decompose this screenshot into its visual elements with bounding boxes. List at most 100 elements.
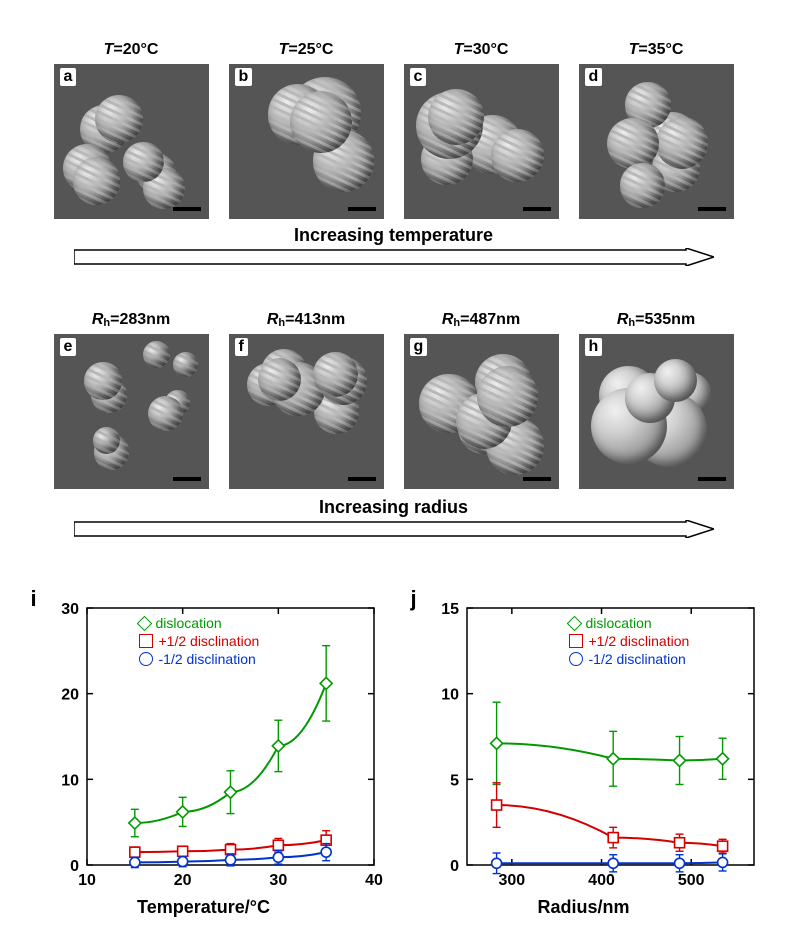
panel-parameter-label: T=20°C [104,40,159,60]
sem-panel: Rh=413nm f [229,310,384,489]
particle [290,91,352,153]
svg-text:0: 0 [450,858,459,875]
legend-item: +1/2 disclination [569,632,690,650]
legend-marker-icon [136,615,152,631]
particle [607,118,658,169]
panel-letter: h [585,338,603,356]
scale-bar [523,207,551,211]
particle [123,142,164,183]
figure-page: T=20°C a T=25°C b T=30°C c T=35°C d Increasing … [0,0,787,944]
legend-label: -1/2 disclination [159,650,256,668]
panel-parameter-label: Rh=535nm [617,310,695,330]
chart-legend: dislocation+1/2 disclination-1/2 disclin… [139,614,260,668]
scale-bar [173,477,201,481]
sem-image: f [229,334,384,489]
sem-panel: Rh=283nm e [54,310,209,489]
sem-row-temperature: T=20°C a T=25°C b T=30°C c T=35°C d [0,40,787,219]
sem-image: a [54,64,209,219]
panel-parameter-label: T=25°C [279,40,334,60]
legend-marker-icon [569,634,583,648]
sem-panel: T=25°C b [229,40,384,219]
sem-panel: Rh=535nm h [579,310,734,489]
particle [73,157,120,204]
arrow-label-radius: Increasing radius [319,497,468,518]
chart-defect-vs-temperature: i Defect density /μm⁻² Temperature/°C 10… [19,580,389,920]
legend-label: +1/2 disclination [589,632,690,650]
svg-text:20: 20 [61,687,79,704]
arrow-temperature [74,248,714,266]
chart-legend: dislocation+1/2 disclination-1/2 disclin… [569,614,690,668]
legend-label: dislocation [586,614,652,632]
sem-panel: T=35°C d [579,40,734,219]
panel-parameter-label: T=30°C [454,40,509,60]
legend-item: dislocation [569,614,690,632]
svg-text:40: 40 [365,872,383,889]
scale-bar [523,477,551,481]
legend-item: -1/2 disclination [569,650,690,668]
particle [84,362,122,400]
arrow-label-temperature: Increasing temperature [294,225,493,246]
scale-bar [698,477,726,481]
legend-item: +1/2 disclination [139,632,260,650]
particle [654,359,697,402]
legend-marker-icon [139,652,153,666]
svg-text:30: 30 [269,872,287,889]
sem-image: h [579,334,734,489]
panel-letter: b [235,68,253,86]
panel-letter: a [60,68,77,86]
particle [148,396,183,431]
chart-defect-vs-radius: j Defect density/μm⁻² Radius/nm 30040050… [399,580,769,920]
svg-text:0: 0 [70,858,79,875]
particle [656,117,708,169]
svg-text:300: 300 [498,872,525,889]
panel-parameter-label: Rh=487nm [442,310,520,330]
svg-text:30: 30 [61,601,79,618]
legend-marker-icon [566,615,582,631]
legend-label: -1/2 disclination [589,650,686,668]
sem-panel: Rh=487nm g [404,310,559,489]
particle [313,352,358,397]
particle [620,163,664,207]
legend-item: -1/2 disclination [139,650,260,668]
svg-text:15: 15 [441,601,459,618]
sem-image: e [54,334,209,489]
scale-bar [173,207,201,211]
legend-label: dislocation [156,614,222,632]
panel-parameter-label: T=35°C [629,40,684,60]
panel-letter: d [585,68,603,86]
particle [173,352,199,378]
scale-bar [348,477,376,481]
particle [477,366,538,427]
sem-panel: T=20°C a [54,40,209,219]
sem-image: d [579,64,734,219]
legend-label: +1/2 disclination [159,632,260,650]
legend-item: dislocation [139,614,260,632]
arrow-radius [74,520,714,538]
panel-letter: g [410,338,428,356]
particle [143,341,170,368]
sem-image: c [404,64,559,219]
legend-marker-icon [139,634,153,648]
panel-letter: e [60,338,77,356]
panel-parameter-label: Rh=283nm [92,310,170,330]
sem-image: b [229,64,384,219]
legend-marker-icon [569,652,583,666]
particle [95,95,143,143]
scale-bar [698,207,726,211]
panel-parameter-label: Rh=413nm [267,310,345,330]
scale-bar [348,207,376,211]
particle [491,129,544,182]
sem-image: g [404,334,559,489]
svg-text:5: 5 [450,772,459,789]
svg-text:10: 10 [441,687,459,704]
particle [93,427,120,454]
charts-row: i Defect density /μm⁻² Temperature/°C 10… [0,570,787,944]
sem-row-radius: Rh=283nm e Rh=413nm f Rh=487nm g Rh=535nm h [0,310,787,489]
panel-letter: c [410,68,427,86]
svg-text:500: 500 [677,872,704,889]
sem-panel: T=30°C c [404,40,559,219]
svg-text:400: 400 [588,872,615,889]
svg-text:10: 10 [61,772,79,789]
panel-letter: f [235,338,248,356]
svg-text:20: 20 [173,872,191,889]
